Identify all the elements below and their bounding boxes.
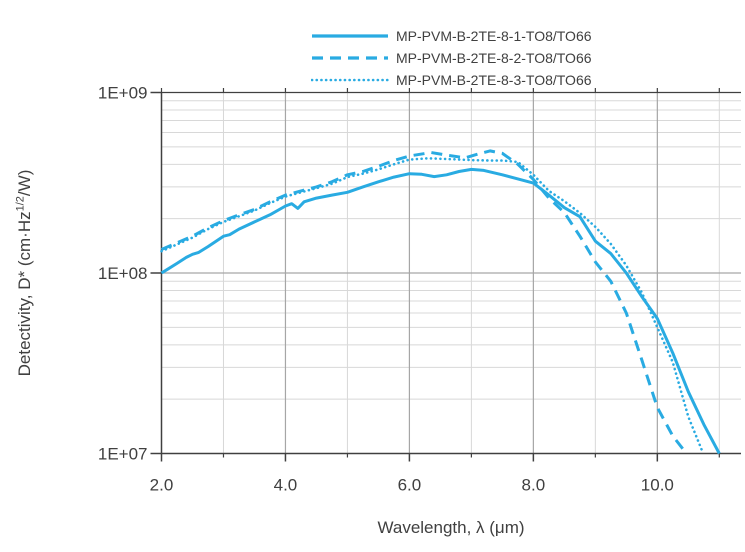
legend-label: MP-PVM-B-2TE-8-1-TO8/TO66 xyxy=(396,28,592,44)
x-tick-label: 2.0 xyxy=(150,476,174,495)
x-axis-title: Wavelength, λ (μm) xyxy=(377,518,525,537)
y-axis-title: Detectivity, D* (cm·Hz1/2/W) xyxy=(14,169,34,377)
legend-item: MP-PVM-B-2TE-8-2-TO8/TO66 xyxy=(311,47,592,69)
legend-label: MP-PVM-B-2TE-8-2-TO8/TO66 xyxy=(396,50,592,66)
series-curve-2 xyxy=(160,157,705,455)
x-tick-label: 4.0 xyxy=(274,476,298,495)
series-curve-0 xyxy=(160,167,721,455)
legend-line-sample-dotted xyxy=(311,78,389,82)
chart-legend: MP-PVM-B-2TE-8-1-TO8/TO66 MP-PVM-B-2TE-8… xyxy=(311,25,592,91)
x-tick-label: 8.0 xyxy=(522,476,546,495)
legend-item: MP-PVM-B-2TE-8-1-TO8/TO66 xyxy=(311,25,592,47)
y-tick-label: 1E+09 xyxy=(98,84,148,103)
y-tick-label: 1E+08 xyxy=(98,264,148,283)
legend-item: MP-PVM-B-2TE-8-3-TO8/TO66 xyxy=(311,69,592,91)
x-tick-label: 10.0 xyxy=(641,476,674,495)
y-tick-label: 1E+07 xyxy=(98,445,148,464)
legend-label: MP-PVM-B-2TE-8-3-TO8/TO66 xyxy=(396,72,592,88)
legend-line-sample-solid xyxy=(312,34,388,38)
series-curve-1 xyxy=(160,149,688,455)
legend-line-sample-dashed xyxy=(312,56,388,60)
x-tick-label: 6.0 xyxy=(398,476,422,495)
